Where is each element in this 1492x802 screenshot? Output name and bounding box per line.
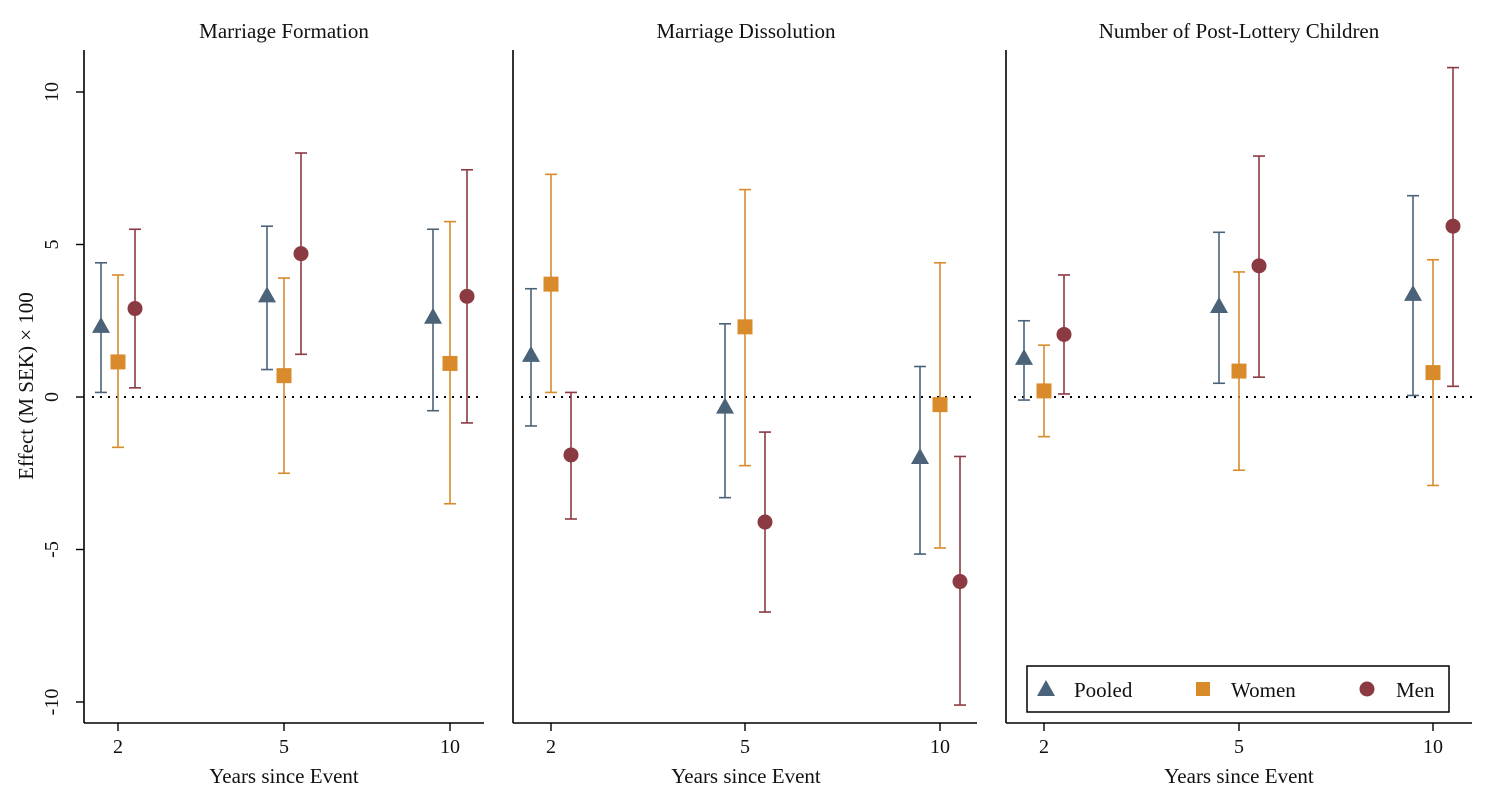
women-point xyxy=(110,354,126,370)
x-tick-label: 10 xyxy=(440,736,460,758)
men-point xyxy=(1445,218,1461,234)
y-tick-label: 0 xyxy=(41,392,63,402)
y-axis-title: Effect (M SEK) × 100 xyxy=(14,292,38,480)
y-tick-label: 10 xyxy=(41,82,63,102)
legend-label: Women xyxy=(1231,678,1296,702)
y-tick-label: -10 xyxy=(41,689,63,716)
women-point xyxy=(1036,383,1052,399)
pooled-point xyxy=(1404,284,1422,301)
men-point xyxy=(1251,258,1267,274)
x-axis-title: Years since Event xyxy=(671,764,821,788)
x-tick-label: 10 xyxy=(1423,736,1443,758)
x-tick-label: 10 xyxy=(930,736,950,758)
triangle-icon xyxy=(1037,680,1055,696)
men-point xyxy=(127,301,143,317)
square-icon xyxy=(1196,682,1210,696)
men-point xyxy=(1056,326,1072,342)
men-point xyxy=(952,574,968,590)
panel: 10 5 0 -5 -10 2 5 10 xyxy=(41,50,484,758)
panel-title: Marriage Formation xyxy=(199,19,369,43)
x-tick-label: 2 xyxy=(1039,736,1049,758)
women-point xyxy=(1425,365,1441,381)
women-point xyxy=(276,368,292,384)
legend-item-women: Women xyxy=(1196,678,1296,702)
x-axis-titles: Years since Event Years since Event Year… xyxy=(209,764,1314,788)
circle-icon xyxy=(1359,681,1375,697)
men-point xyxy=(563,447,579,463)
y-tick-label: -5 xyxy=(41,541,63,558)
women-point xyxy=(543,276,559,292)
pooled-point xyxy=(424,307,442,324)
pooled-point xyxy=(258,286,276,303)
x-tick-label: 5 xyxy=(1234,736,1244,758)
legend: Pooled Women Men xyxy=(1026,665,1450,713)
legend-frame xyxy=(1026,665,1450,713)
pooled-point xyxy=(522,345,540,362)
pooled-point xyxy=(1015,348,1033,365)
legend-label: Pooled xyxy=(1074,678,1133,702)
x-tick-label: 5 xyxy=(740,736,750,758)
legend-item-men: Men xyxy=(1359,678,1435,702)
panel-title: Number of Post-Lottery Children xyxy=(1099,19,1380,43)
pooled-point xyxy=(716,397,734,414)
panel-titles: Marriage Formation Marriage Dissolution … xyxy=(199,19,1380,43)
x-axis-title: Years since Event xyxy=(1164,764,1314,788)
panel: 2 5 10 xyxy=(512,50,977,758)
men-point xyxy=(459,288,475,304)
pooled-point xyxy=(1210,297,1228,314)
x-tick-label: 5 xyxy=(279,736,289,758)
x-axis-title: Years since Event xyxy=(209,764,359,788)
pooled-point xyxy=(92,316,110,333)
women-point xyxy=(1231,363,1247,379)
women-point xyxy=(737,319,753,335)
x-tick-label: 2 xyxy=(113,736,123,758)
women-point xyxy=(442,355,458,371)
x-tick-label: 2 xyxy=(546,736,556,758)
women-point xyxy=(932,397,948,413)
plot-layer: 10 5 0 -5 -10 2 5 10 2 5 10 2 5 10 xyxy=(41,50,1472,758)
legend-item-pooled: Pooled xyxy=(1037,678,1133,702)
panel: 2 5 10 xyxy=(1005,50,1472,758)
men-point xyxy=(757,514,773,530)
legend-label: Men xyxy=(1396,678,1435,702)
men-point xyxy=(293,246,309,262)
y-tick-label: 5 xyxy=(41,240,63,250)
pooled-point xyxy=(911,448,929,464)
panel-title: Marriage Dissolution xyxy=(656,19,836,43)
